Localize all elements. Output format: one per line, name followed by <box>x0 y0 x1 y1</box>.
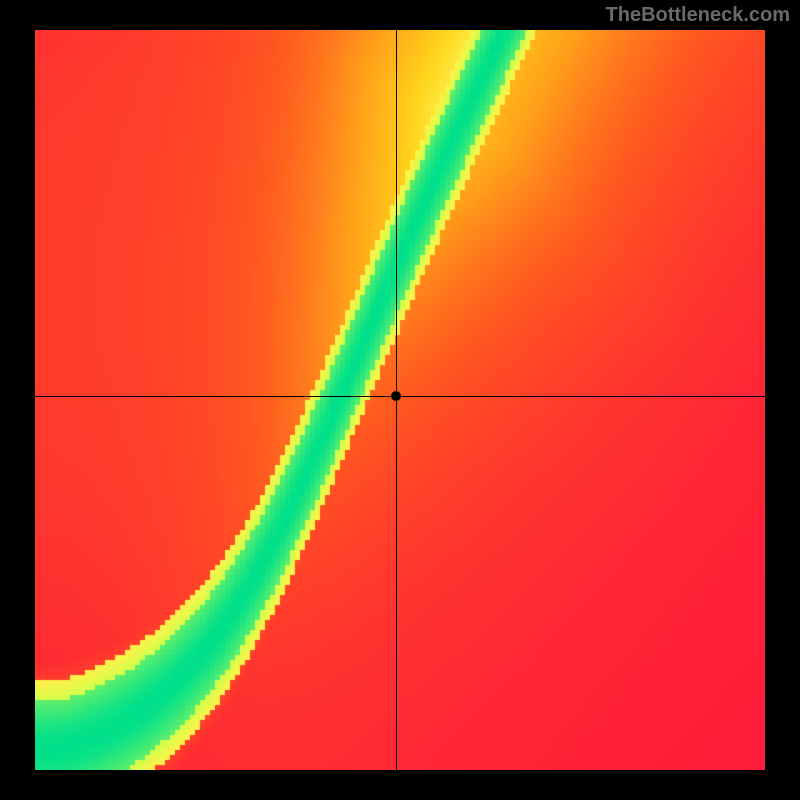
attribution-text: TheBottleneck.com <box>606 4 790 27</box>
heatmap-canvas <box>35 30 765 770</box>
crosshair-marker <box>391 391 401 401</box>
bottleneck-heatmap <box>35 30 765 770</box>
